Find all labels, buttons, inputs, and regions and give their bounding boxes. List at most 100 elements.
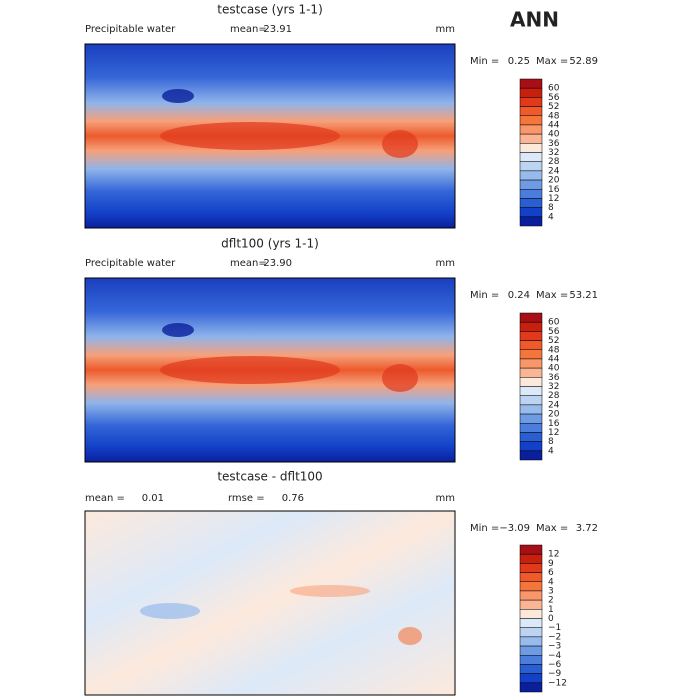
colorbar-label: 60 xyxy=(548,318,560,328)
colorbar-label: −2 xyxy=(548,632,561,642)
colorbar-label: 6 xyxy=(548,568,554,578)
colorbar-label: 4 xyxy=(548,446,554,456)
variable-label: Precipitable water xyxy=(85,258,176,269)
colorbar-swatch xyxy=(519,664,543,674)
mean-label: mean= xyxy=(230,24,267,35)
colorbar-swatch xyxy=(519,349,543,360)
variable-label: Precipitable water xyxy=(85,24,176,35)
colorbar-label: 20 xyxy=(548,410,560,420)
colorbar-swatch xyxy=(519,207,543,218)
colorbar-swatch xyxy=(519,609,543,619)
colorbar-label: 12 xyxy=(548,194,559,204)
diff-blob xyxy=(140,603,200,619)
colorbar-swatch xyxy=(519,331,543,341)
colorbar-swatch xyxy=(519,413,543,424)
rmse-label: rmse = xyxy=(228,493,265,504)
colorbar-label: 2 xyxy=(548,596,554,606)
colorbar-label: 28 xyxy=(548,157,560,167)
colorbar-label: 32 xyxy=(548,382,559,392)
max-label: Max = xyxy=(536,523,568,534)
colorbar-swatch xyxy=(519,395,543,406)
units: mm xyxy=(436,493,455,504)
mean-label: mean= xyxy=(230,258,267,269)
mean-value: 23.90 xyxy=(263,258,292,269)
colorbar-swatch xyxy=(519,133,543,144)
colorbar-label: 3 xyxy=(548,586,554,596)
colorbar-label: −6 xyxy=(548,660,562,670)
colorbar-swatch xyxy=(519,78,543,89)
colorbar-label: 36 xyxy=(548,139,560,149)
amazon xyxy=(382,364,418,392)
colorbar-swatch xyxy=(519,386,543,396)
tibet xyxy=(162,323,194,337)
colorbar-label: 32 xyxy=(548,148,559,158)
colorbar-swatch xyxy=(519,321,543,332)
colorbar-swatch xyxy=(519,590,543,601)
colorbar-swatch xyxy=(519,124,543,135)
map-field xyxy=(84,510,456,696)
colorbar-swatch xyxy=(519,179,543,190)
colorbar-swatch xyxy=(519,198,543,208)
colorbar-swatch xyxy=(519,423,543,433)
panel-title: testcase (yrs 1-1) xyxy=(217,3,323,17)
colorbar-label: 52 xyxy=(548,336,559,346)
colorbar-swatch xyxy=(519,106,543,116)
colorbar-swatch xyxy=(519,367,543,378)
season-title: ANN xyxy=(510,8,559,32)
max-label: Max = xyxy=(536,290,568,301)
units: mm xyxy=(436,258,455,269)
colorbar-swatch xyxy=(519,404,543,415)
colorbar-label: 44 xyxy=(548,354,560,364)
colorbar-swatch xyxy=(519,216,543,227)
colorbar-swatch xyxy=(519,581,543,592)
colorbar-label: 20 xyxy=(548,176,560,186)
mean-value: 0.01 xyxy=(142,493,164,504)
colorbar-label: 48 xyxy=(548,345,560,355)
colorbar-label: 24 xyxy=(548,400,560,410)
colorbar-label: 56 xyxy=(548,93,560,103)
colorbar-swatch xyxy=(519,143,543,153)
diff-blob xyxy=(290,585,370,597)
units: mm xyxy=(436,24,455,35)
panel-title: testcase - dflt100 xyxy=(217,470,322,484)
colorbar-swatch xyxy=(519,655,543,665)
colorbar-swatch xyxy=(519,682,543,693)
colorbar-swatch xyxy=(519,432,543,442)
colorbar-swatch xyxy=(519,189,543,199)
colorbar-swatch xyxy=(519,340,543,350)
colorbar-swatch xyxy=(519,572,543,582)
colorbar-label: 9 xyxy=(548,559,554,569)
colorbar-label: 8 xyxy=(548,437,554,447)
colorbar-swatch xyxy=(519,563,543,573)
tibet xyxy=(162,89,194,103)
colorbar-swatch xyxy=(519,115,543,126)
warm-pool xyxy=(160,122,340,150)
colorbar-label: 36 xyxy=(548,373,560,383)
colorbar-label: 8 xyxy=(548,203,554,213)
min-value: 0.25 xyxy=(508,56,530,67)
colorbar-swatch xyxy=(519,627,543,638)
colorbar-label: 16 xyxy=(548,419,560,429)
min-value: 0.24 xyxy=(508,290,530,301)
max-value: 3.72 xyxy=(576,523,598,534)
colorbar-swatch xyxy=(519,97,543,107)
colorbar-label: −1 xyxy=(548,623,561,633)
colorbar-label: 60 xyxy=(548,84,560,94)
colorbar-label: 4 xyxy=(548,212,554,222)
panel-title: dflt100 (yrs 1-1) xyxy=(221,237,319,251)
colorbar-label: 12 xyxy=(548,428,559,438)
rmse-value: 0.76 xyxy=(282,493,304,504)
colorbar-swatch xyxy=(519,636,543,647)
colorbar-label: 40 xyxy=(548,364,560,374)
colorbar-swatch xyxy=(519,450,543,461)
min-value: −3.09 xyxy=(499,523,530,534)
amazon xyxy=(382,130,418,158)
colorbar-label: 52 xyxy=(548,102,559,112)
colorbar-label: 44 xyxy=(548,120,560,130)
colorbar-label: 40 xyxy=(548,130,560,140)
colorbar-label: 56 xyxy=(548,327,560,337)
colorbar-swatch xyxy=(519,170,543,181)
colorbar-label: 24 xyxy=(548,166,560,176)
colorbar-swatch xyxy=(519,618,543,628)
